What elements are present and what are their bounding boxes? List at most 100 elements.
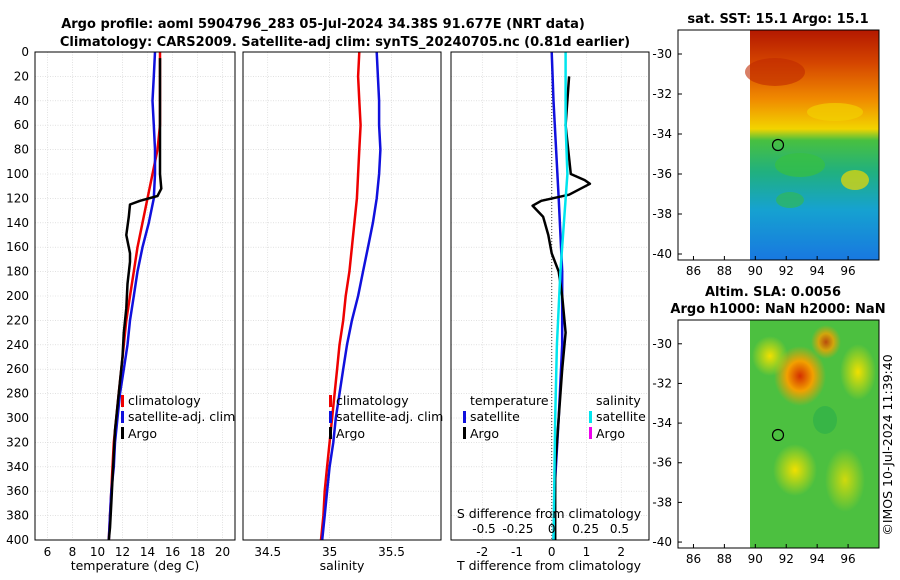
map-lon-label: 86 <box>686 264 701 278</box>
map-lon-label: 94 <box>810 264 825 278</box>
sla-map-panel: Altim. SLA: 0.0056 Argo h1000: NaN h2000… <box>652 285 885 566</box>
map-lat-label: -30 <box>652 337 672 351</box>
salinity-panel: 34.5 35 35.5 salinity climatology satellit… <box>242 51 443 573</box>
x-tick-label: -1 <box>511 545 523 559</box>
sst-map-frame <box>677 29 880 261</box>
legend-climatology-swatch <box>329 395 332 407</box>
temperature-lines <box>107 52 163 540</box>
y-tick-label: 340 <box>6 460 29 474</box>
legend-argo-swatch <box>121 427 124 439</box>
sst-green-patch <box>776 192 804 208</box>
series-s-satellite <box>552 52 569 540</box>
x-tick-label: 16 <box>165 545 180 559</box>
sla-map-title-line2: Argo h1000: NaN h2000: NaN <box>670 302 885 317</box>
pressure-tick-labels: 0 20 40 60 80 100 120 140 160 180 200 220 240 260 280 3… <box>6 45 29 547</box>
legend-argo-label: Argo <box>128 426 157 441</box>
y-tick-label: 100 <box>6 167 29 181</box>
x-tick-label: 2 <box>617 545 625 559</box>
legend-argo-label: Argo <box>336 426 365 441</box>
argo-location-marker <box>771 138 785 152</box>
series-satellite-adj-clim <box>320 52 382 540</box>
s-tick-label: 0 <box>548 522 556 536</box>
legend-temperature-title: temperature <box>470 393 549 408</box>
map-lat-label: -40 <box>652 535 672 549</box>
figure-title-line1: Argo profile: aoml 5904796_283 05-Jul-20… <box>61 17 585 32</box>
salinity-xlabel: salinity <box>320 558 365 573</box>
sla-high-anomaly <box>811 325 841 359</box>
sst-yellow-patch <box>807 103 863 121</box>
map-lat-label: -30 <box>652 47 672 61</box>
legend-satellite-swatch <box>329 411 332 423</box>
legend-climatology-label: climatology <box>336 393 409 408</box>
map-lon-label: 88 <box>717 552 732 566</box>
y-tick-label: 380 <box>6 509 29 523</box>
y-tick-label: 220 <box>6 313 29 327</box>
y-tick-label: 200 <box>6 289 29 303</box>
legend-climatology-swatch <box>121 395 124 407</box>
series-t-argo <box>531 76 592 540</box>
legend-argo-swatch <box>329 427 332 439</box>
temperature-tick-labels: 6 8 10 12 14 16 18 20 <box>44 545 230 559</box>
temperature-frame <box>34 51 236 541</box>
series-climatology <box>319 52 362 540</box>
temperature-panel: 0 20 40 60 80 100 120 140 160 180 200 220 240 260 280 3… <box>6 45 236 573</box>
series-argo <box>107 58 163 540</box>
y-tick-label: 0 <box>21 45 29 59</box>
y-tick-label: 320 <box>6 435 29 449</box>
map-lon-label: 90 <box>748 264 763 278</box>
legend-s-satellite-label: satellite <box>596 409 646 424</box>
legend-satellite-label: satellite-adj. clim <box>336 409 443 424</box>
map-lon-label: 94 <box>810 552 825 566</box>
x-tick-label: 18 <box>190 545 205 559</box>
map-lon-label: 92 <box>779 552 794 566</box>
x-tick-label: 0 <box>548 545 556 559</box>
map-lat-label: -32 <box>652 376 672 390</box>
sst-green-patch <box>775 153 825 177</box>
y-tick-label: 180 <box>6 265 29 279</box>
sla-moderate-anomaly <box>752 336 788 376</box>
sla-low-anomaly <box>813 406 837 434</box>
legend-s-argo-swatch <box>589 427 592 439</box>
legend-t-satellite-label: satellite <box>470 409 520 424</box>
s-tick-label: -0.5 <box>472 522 495 536</box>
salinity-legend: climatology satellite-adj. clim Argo <box>329 393 443 441</box>
sst-yellow-patch <box>841 170 869 190</box>
y-tick-label: 60 <box>14 118 29 132</box>
y-tick-label: 120 <box>6 191 29 205</box>
s-tick-label: 0.5 <box>610 522 629 536</box>
sst-map-title: sat. SST: 15.1 Argo: 15.1 <box>687 12 868 27</box>
t-difference-xlabel: T difference from climatology <box>456 558 642 573</box>
y-tick-label: 260 <box>6 362 29 376</box>
y-tick-label: 160 <box>6 240 29 254</box>
map-lon-label: 86 <box>686 552 701 566</box>
sla-map-ticks: 86 88 90 92 94 96 -30 -32 -34 -36 -38 -40 <box>652 337 855 566</box>
temperature-xlabel: temperature (deg C) <box>71 558 200 573</box>
t-difference-tick-labels: -2 -1 0 1 2 <box>476 545 625 559</box>
map-lat-label: -36 <box>652 456 672 470</box>
s-difference-tick-labels: -0.5 -0.25 0 0.25 0.5 <box>472 522 629 536</box>
difference-legend: temperature satellite Argo salinity sate… <box>463 393 646 441</box>
legend-t-argo-swatch <box>463 427 466 439</box>
legend-satellite-swatch <box>121 411 124 423</box>
figure-title-line2: Climatology: CARS2009. Satellite-adj cli… <box>60 35 630 50</box>
x-tick-label: 35 <box>322 545 337 559</box>
s-difference-xlabel: S difference from climatology <box>457 506 642 521</box>
x-tick-label: 20 <box>215 545 230 559</box>
x-tick-label: 8 <box>69 545 77 559</box>
s-tick-label: 0.25 <box>572 522 599 536</box>
sst-map-panel: sat. SST: 15.1 Argo: 15.1 86 88 90 92 94 96 -3… <box>652 12 880 278</box>
map-lat-label: -38 <box>652 495 672 509</box>
map-lon-label: 88 <box>717 264 732 278</box>
argo-location-marker <box>771 428 785 442</box>
map-lon-label: 96 <box>840 552 855 566</box>
map-lon-label: 96 <box>840 264 855 278</box>
y-tick-label: 80 <box>14 143 29 157</box>
x-tick-label: 1 <box>583 545 591 559</box>
y-tick-label: 400 <box>6 533 29 547</box>
y-tick-label: 140 <box>6 216 29 230</box>
sst-warm-patch <box>745 58 805 86</box>
map-lat-label: -34 <box>652 127 672 141</box>
x-tick-label: 6 <box>44 545 52 559</box>
map-lat-label: -38 <box>652 207 672 221</box>
